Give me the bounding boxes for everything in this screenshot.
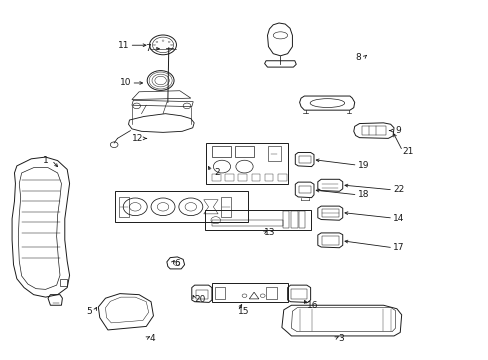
Bar xyxy=(238,174,246,181)
Bar xyxy=(299,156,310,163)
Text: 1: 1 xyxy=(43,156,49,165)
Text: 3: 3 xyxy=(338,334,344,343)
Text: 16: 16 xyxy=(306,301,318,310)
Bar xyxy=(195,290,208,299)
Bar xyxy=(282,211,288,228)
Text: 2: 2 xyxy=(213,168,219,177)
Text: 12: 12 xyxy=(132,134,143,143)
Bar xyxy=(115,191,248,222)
Bar xyxy=(278,174,286,181)
Text: 14: 14 xyxy=(392,213,404,222)
Text: 7: 7 xyxy=(144,44,150,53)
Bar xyxy=(221,197,231,217)
Text: 18: 18 xyxy=(357,190,368,199)
Bar xyxy=(211,283,287,302)
Text: 5: 5 xyxy=(86,307,91,316)
Bar xyxy=(299,211,305,228)
Bar xyxy=(234,147,254,157)
Text: 19: 19 xyxy=(357,161,368,170)
Bar xyxy=(361,126,385,135)
Text: 9: 9 xyxy=(394,126,400,135)
Bar xyxy=(224,174,233,181)
Text: 22: 22 xyxy=(392,185,404,194)
Text: 21: 21 xyxy=(402,147,413,156)
Bar xyxy=(214,287,225,299)
Text: 11: 11 xyxy=(118,41,129,50)
Text: 8: 8 xyxy=(355,53,361,62)
Text: 15: 15 xyxy=(237,307,249,316)
Bar xyxy=(265,287,276,299)
Bar xyxy=(299,186,310,193)
Bar xyxy=(251,174,260,181)
Text: 4: 4 xyxy=(149,334,155,343)
Bar xyxy=(206,143,287,184)
Bar xyxy=(211,220,282,226)
Text: 6: 6 xyxy=(174,260,180,269)
Bar xyxy=(322,236,339,245)
Bar xyxy=(205,210,310,230)
Bar xyxy=(211,174,220,181)
Text: 10: 10 xyxy=(120,78,131,87)
Bar xyxy=(322,208,339,217)
Text: 17: 17 xyxy=(392,243,404,252)
Text: 13: 13 xyxy=(264,228,275,237)
Bar xyxy=(119,197,128,217)
Bar xyxy=(291,289,306,299)
Text: 20: 20 xyxy=(194,295,205,304)
Bar xyxy=(211,147,231,157)
Bar xyxy=(267,147,280,161)
Bar xyxy=(291,211,297,228)
Bar xyxy=(264,174,273,181)
